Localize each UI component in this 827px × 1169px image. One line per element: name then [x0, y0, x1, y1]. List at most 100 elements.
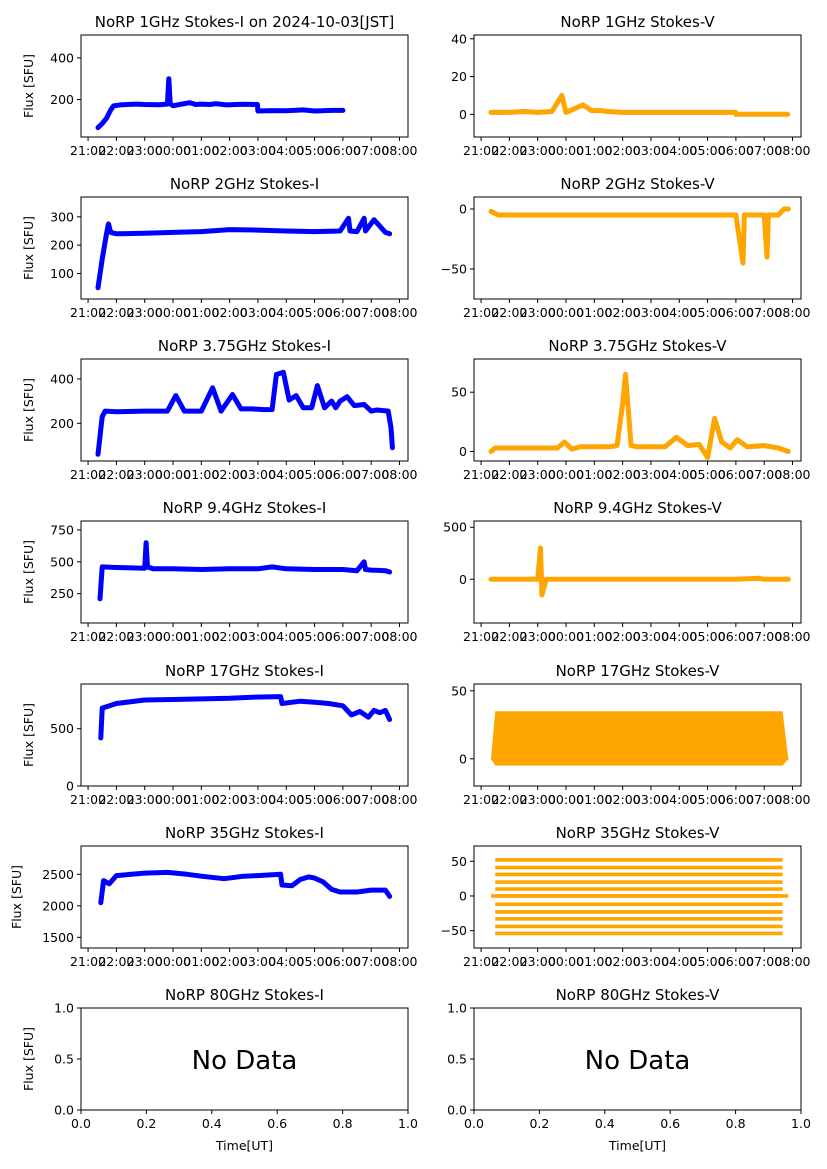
x-tick-label: 02:00: [605, 143, 641, 158]
data-point: [320, 879, 326, 885]
data-point: [538, 545, 543, 551]
data-point: [569, 446, 574, 452]
data-point: [761, 112, 767, 117]
x-tick-label: 03:00: [633, 305, 669, 320]
data-point: [623, 372, 628, 377]
data-point: [170, 103, 176, 108]
x-tick-label: 03:00: [240, 792, 276, 807]
data-point: [179, 101, 184, 107]
data-point: [493, 445, 498, 451]
x-tick-label: 22:00: [491, 792, 527, 807]
data-point: [347, 228, 353, 234]
data-band: [490, 711, 789, 766]
data-point: [368, 887, 374, 893]
data-point: [199, 408, 204, 414]
data-point: [218, 408, 224, 414]
data-point: [98, 900, 104, 905]
data-point: [199, 101, 204, 107]
no-data-annotation: No Data: [192, 1046, 298, 1076]
x-tick-label: 01:00: [183, 954, 219, 969]
data-point: [95, 452, 101, 457]
data-series-line: [95, 215, 393, 291]
panel-title: NoRP 17GHz Stokes-I: [165, 662, 324, 680]
x-tick-label: 08:00: [381, 629, 417, 644]
data-point: [98, 585, 104, 590]
panel-i3: NoRP 3.75GHz Stokes-I 21:0022:0023:0000:0…: [21, 337, 418, 482]
y-axis-label: Flux [SFU]: [21, 216, 36, 280]
data-layer: [97, 540, 393, 602]
x-tick-label: 0.2: [529, 1116, 549, 1131]
data-point: [705, 110, 710, 115]
x-tick-label: 08:00: [774, 143, 810, 158]
panel-i4: NoRP 9.4GHz Stokes-I 21:0022:0023:0000:00…: [21, 499, 418, 644]
data-point: [142, 231, 147, 236]
panel-v7: NoRP 80GHz Stokes-V 0.0 0.2 0.4 0.6 0.8 1.0 0.0…: [447, 986, 811, 1153]
data-point: [648, 212, 654, 218]
data-point: [337, 228, 343, 234]
x-tick-label: 22:00: [98, 629, 134, 644]
panel-title: NoRP 35GHz Stokes-I: [165, 824, 324, 842]
data-point: [691, 110, 696, 115]
data-point: [286, 397, 292, 403]
x-tick-label: 01:00: [183, 467, 219, 482]
data-point: [173, 393, 179, 398]
x-tick-label: 02:00: [605, 629, 641, 644]
x-tick-label: 01:00: [576, 792, 612, 807]
data-point: [255, 227, 261, 233]
x-tick-label: 01:00: [183, 305, 219, 320]
data-point: [182, 408, 187, 414]
data-layer: [95, 215, 393, 291]
data-series-line: [98, 869, 393, 906]
data-point: [620, 401, 625, 407]
data-point: [580, 102, 586, 108]
data-point: [104, 116, 109, 121]
data-point: [761, 577, 767, 582]
x-tick-label: 06:00: [325, 467, 361, 482]
data-point: [733, 212, 739, 218]
x-tick-label: 06:00: [325, 305, 361, 320]
data-point: [521, 109, 526, 114]
panel-v3: NoRP 3.75GHz Stokes-V 21:0022:0023:0000:0…: [451, 337, 810, 482]
y-axis-label: Flux [SFU]: [21, 1027, 36, 1091]
data-point: [563, 110, 569, 115]
x-axis-label: Time[UT]: [608, 1138, 666, 1153]
data-point: [102, 408, 108, 414]
x-tick-label: 04:00: [661, 305, 697, 320]
data-point: [361, 216, 367, 221]
data-point: [119, 102, 125, 107]
panel-title: NoRP 2GHz Stokes-I: [170, 175, 319, 193]
y-tick-label: 40: [451, 31, 467, 46]
data-point: [766, 212, 771, 218]
data-point: [134, 101, 139, 107]
y-tick-label: 0: [459, 751, 467, 766]
data-point: [337, 889, 343, 895]
data-series-line: [97, 540, 393, 602]
data-point: [170, 697, 176, 702]
data-point: [354, 229, 360, 234]
data-point: [606, 109, 611, 114]
data-point: [312, 567, 317, 572]
data-point: [170, 230, 176, 235]
data-point: [221, 876, 227, 881]
data-point: [279, 701, 285, 706]
y-tick-label: 0: [459, 202, 467, 217]
data-level-band: [495, 910, 783, 914]
data-point: [241, 874, 246, 879]
data-point: [298, 698, 303, 704]
data-point: [227, 696, 232, 701]
x-tick-label: 06:00: [325, 629, 361, 644]
panel-i5: NoRP 17GHz Stokes-I21:0022:0023:0000:000…: [21, 662, 418, 807]
data-point: [387, 894, 392, 899]
x-tick-label: 04:00: [268, 954, 304, 969]
x-tick-label: 01:00: [576, 143, 612, 158]
data-series-line: [488, 545, 791, 598]
x-tick-label: 07:00: [746, 792, 782, 807]
x-tick-label: 1.0: [398, 1116, 418, 1131]
data-point: [535, 445, 540, 451]
data-point: [620, 577, 625, 582]
data-point: [648, 577, 654, 582]
x-tick-label: 00:00: [548, 143, 584, 158]
x-tick-label: 00:00: [155, 305, 191, 320]
data-point: [346, 216, 351, 221]
x-tick-label: 01:00: [576, 305, 612, 320]
